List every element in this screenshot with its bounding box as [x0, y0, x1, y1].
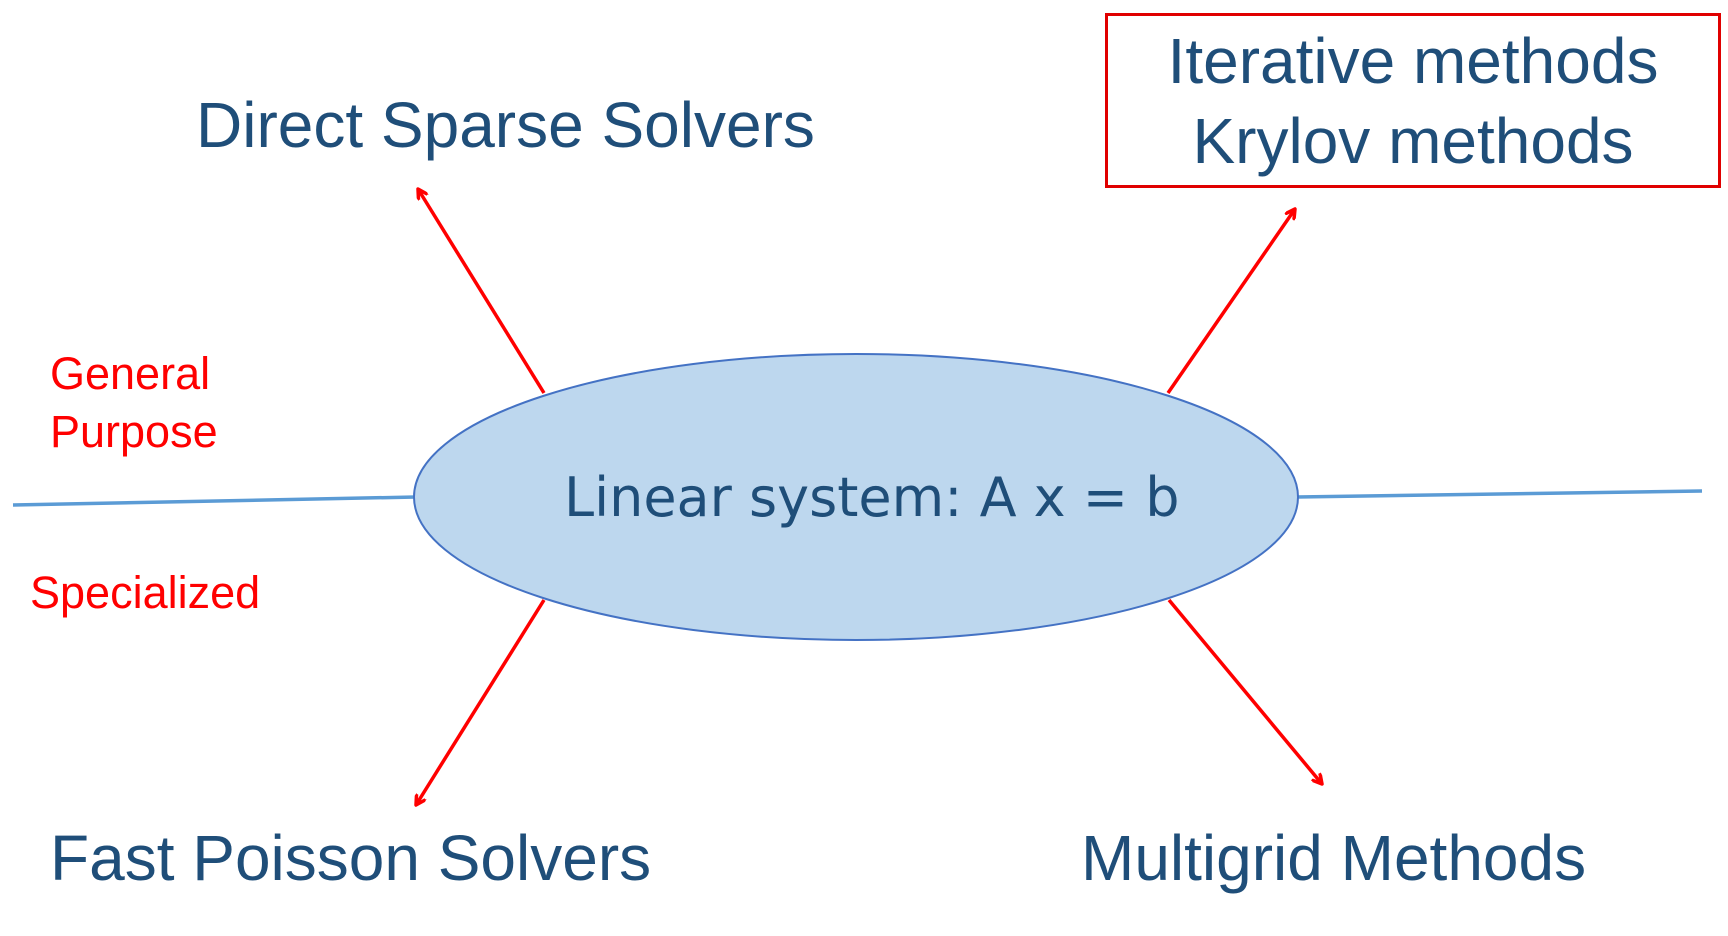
- multigrid-methods-label: Multigrid Methods: [1081, 822, 1587, 894]
- arrow-to-iterative: [1166, 209, 1295, 394]
- direct-sparse-solvers-label: Direct Sparse Solvers: [196, 89, 815, 161]
- linear-system-label: Linear system: A x = b: [564, 466, 1180, 529]
- krylov-methods-label: Krylov methods: [1192, 104, 1634, 177]
- fast-poisson-solvers-label: Fast Poisson Solvers: [50, 822, 652, 894]
- general-purpose-label-line2: Purpose: [50, 406, 218, 457]
- specialized-label: Specialized: [30, 567, 261, 618]
- arrow-to-fast-poisson: [416, 599, 546, 805]
- linear-system-ellipse: [413, 353, 1299, 641]
- iterative-methods-box: Iterative methods Krylov methods: [1105, 13, 1721, 188]
- general-purpose-label-line1: General: [50, 348, 211, 399]
- divider-line-left: [12, 495, 417, 507]
- divider-line-right: [1296, 489, 1703, 499]
- iterative-methods-label: Iterative methods: [1167, 24, 1659, 97]
- arrow-to-direct-sparse: [418, 189, 546, 394]
- arrow-to-multigrid: [1167, 598, 1322, 784]
